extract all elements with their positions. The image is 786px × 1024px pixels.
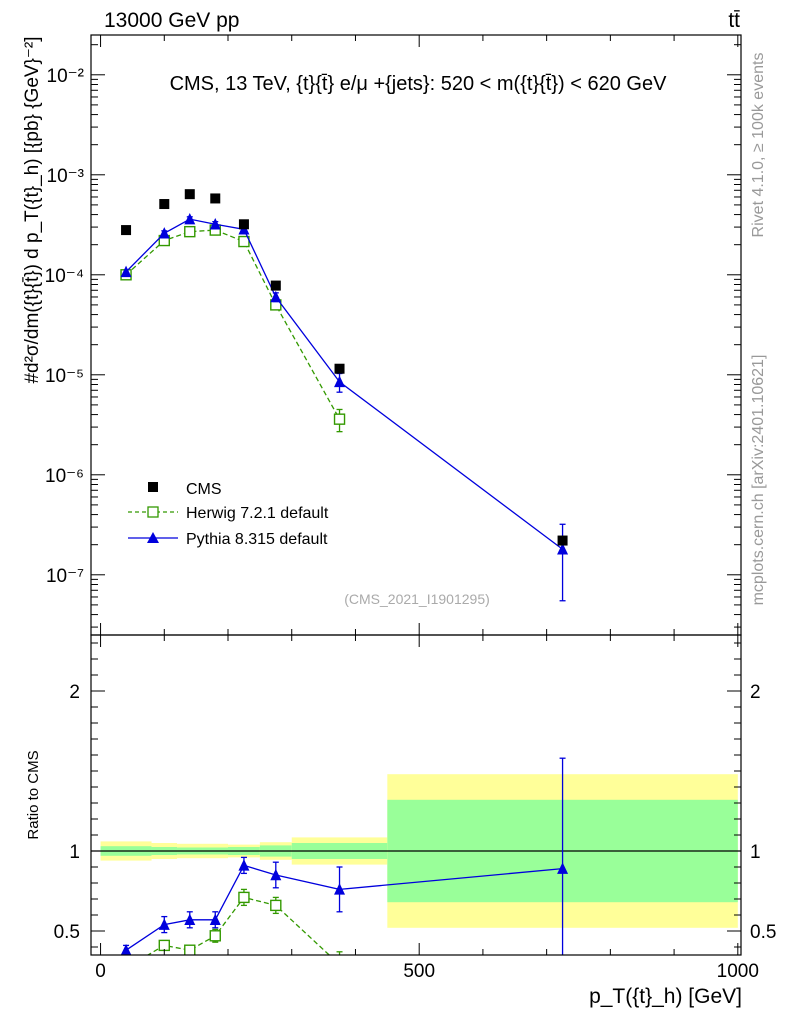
y-tick-label: 10⁻²: [47, 66, 85, 87]
x-tick-label: 1000: [717, 961, 759, 982]
ratio-y-axis-label: Ratio to CMS: [25, 750, 42, 839]
legend-marker-pythia: [147, 532, 159, 543]
herwig-ratio-point: [270, 899, 282, 912]
herwig-point: [238, 235, 250, 248]
cms-point: [557, 535, 568, 546]
pythia-ratio-point: [557, 862, 569, 874]
pythia-ratio-point: [120, 943, 132, 955]
legend-label-pythia: Pythia 8.315 default: [186, 531, 328, 548]
ratio-tick-label-left: 2: [69, 682, 80, 703]
x-tick-label: 500: [403, 961, 435, 982]
pythia-ratio-point: [184, 913, 196, 926]
pythia-point: [120, 265, 132, 278]
herwig-ratio-point: [184, 944, 196, 955]
pythia-ratio-point: [238, 859, 250, 871]
pythia-point: [557, 543, 569, 555]
ratio-tick-label-right: 0.5: [750, 922, 776, 943]
y-tick-label: 10⁻⁵: [45, 366, 84, 387]
y-tick-label: 10⁻⁷: [46, 566, 84, 587]
cms-point: [121, 225, 132, 236]
pythia-ratio-point: [209, 913, 221, 926]
main-plot: 10⁻⁷ 10⁻⁶ 10⁻⁵ 10⁻⁴ 10⁻³ 10⁻² CMS, 13 TeV, {t…: [22, 34, 742, 636]
analysis-watermark: (CMS_2021_I1901295): [344, 591, 490, 607]
herwig-ratio-line: [146, 896, 331, 955]
pythia-point: [209, 218, 221, 230]
side-label-mcplots: mcplots.cern.ch [arXiv:2401.10621]: [750, 355, 767, 606]
herwig-ratio-point: [121, 963, 131, 973]
ratio-tick-label-right: 1: [750, 842, 761, 863]
pythia-point: [184, 212, 196, 225]
ratio-tick-label-left: 1: [69, 842, 80, 863]
herwig-ratio-point: [158, 939, 170, 952]
ratio-plot-frame: [90, 634, 742, 956]
pythia-ratio-line: [125, 864, 563, 951]
herwig-line: [125, 229, 341, 420]
legend-label-herwig: Herwig 7.2.1 default: [186, 505, 329, 522]
cms-point: [238, 219, 249, 230]
cms-point: [334, 363, 345, 374]
ratio-tick-label-left: 0.5: [54, 922, 80, 943]
header-right-title: tt̄: [728, 9, 740, 32]
ratio-tick-label-right: 2: [750, 682, 761, 703]
cms-point: [210, 193, 221, 204]
herwig-point: [184, 225, 196, 238]
herwig-ratio-point: [238, 891, 250, 904]
plot-title: CMS, 13 TeV, {t}{t̄} e/μ +{jets}: 520 < …: [170, 73, 668, 95]
cms-point: [270, 280, 281, 291]
pythia-point: [158, 227, 170, 239]
legend-marker-cms: [148, 482, 158, 492]
side-label-rivet: Rivet 4.1.0, ≥ 100k events: [750, 53, 767, 238]
cms-point: [159, 199, 170, 210]
legend: CMS Herwig 7.2.1 default Pythia 8.315 de…: [128, 481, 329, 548]
x-axis-label: p_T({t}_h) [GeV]: [589, 985, 742, 1008]
header-left-title: 13000 GeV pp: [104, 9, 239, 32]
cms-point: [184, 189, 195, 200]
x-tick-label: 0: [95, 961, 106, 982]
herwig-point: [333, 413, 346, 425]
pythia-ratio-point: [158, 918, 170, 930]
y-tick-label: 10⁻⁴: [45, 266, 84, 287]
herwig-ratio-point: [209, 930, 221, 942]
pythia-point: [270, 290, 282, 303]
pythia-ratio-point: [334, 883, 346, 895]
pythia-line: [125, 218, 563, 550]
legend-marker-herwig: [147, 506, 159, 518]
pythia-point: [334, 375, 346, 388]
legend-label-cms: CMS: [186, 481, 222, 498]
pythia-ratio-point: [270, 868, 282, 881]
y-axis-label: #d²σ/dm({t}{t̄}) d p_T({t}_h) [{pb} {GeV…: [22, 36, 43, 383]
y-tick-label: 10⁻³: [47, 166, 85, 187]
ratio-plot: 0 500 1000 0.5 0.5 1 1 2 2 Ratio to CMS p_T({t}_…: [25, 634, 776, 1008]
y-tick-label: 10⁻⁶: [45, 466, 84, 487]
herwig-ratio-point: [335, 960, 345, 970]
